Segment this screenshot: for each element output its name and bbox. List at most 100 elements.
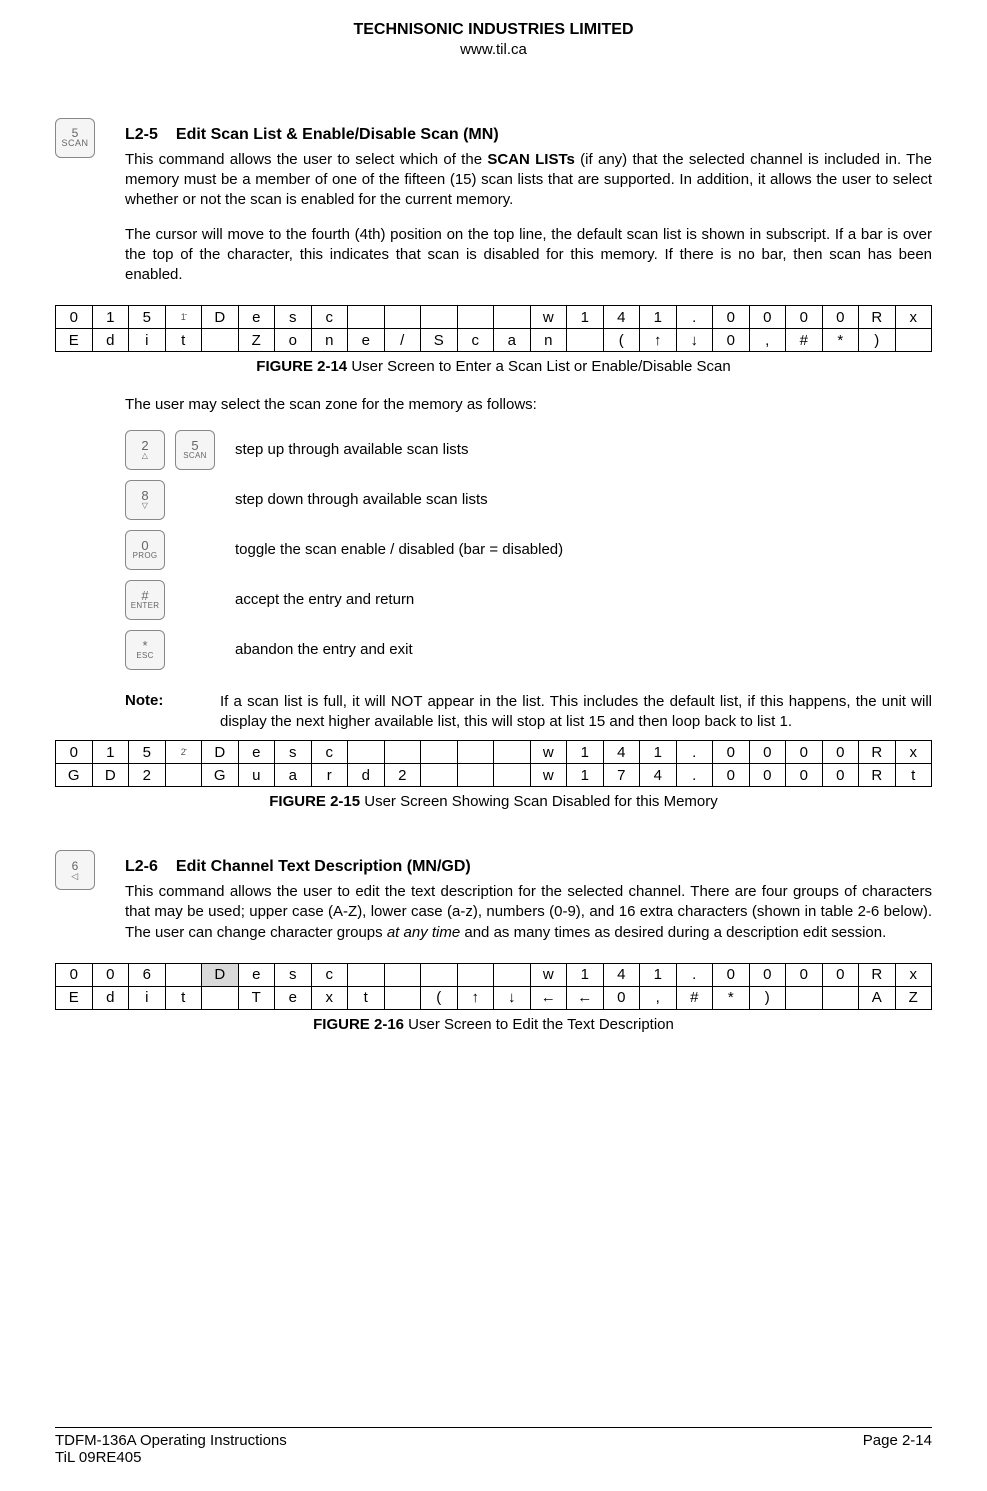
lcd-cell (384, 986, 421, 1009)
lcd-cell: T (238, 986, 275, 1009)
lcd-cell: 1 (640, 741, 677, 764)
lcd-cell (421, 741, 458, 764)
lcd-cell: e (275, 986, 312, 1009)
lcd-cell: 4 (603, 963, 640, 986)
lcd-cell (457, 764, 494, 787)
lcd-cell: D (202, 306, 239, 329)
lcd-cell: # (676, 986, 713, 1009)
page-footer: TDFM-136A Operating Instructions TiL 09R… (55, 1427, 932, 1466)
lcd-cell: R (859, 963, 896, 986)
lcd-cell: 1 (640, 963, 677, 986)
keypad-key-icon: *ESC (125, 630, 165, 670)
lcd-cell: 0 (92, 963, 129, 986)
lcd-cell: w (530, 741, 567, 764)
lcd-screen-fig-2-15: 0152̄Descw141.0000RxGD2Guard2w174.0000Rt (55, 740, 932, 787)
lcd-cell: 0 (713, 329, 750, 352)
section-l2-5-title: L2-5Edit Scan List & Enable/Disable Scan… (125, 126, 932, 144)
lcd-cell: 0 (786, 963, 823, 986)
lcd-cell: t (895, 764, 932, 787)
lcd-cell: E (56, 329, 93, 352)
lcd-cell: e (348, 329, 385, 352)
lcd-cell: Z (895, 986, 932, 1009)
lcd-cell: 4 (603, 741, 640, 764)
lcd-cell: e (238, 306, 275, 329)
lcd-cell: ↑ (640, 329, 677, 352)
lcd-cell: s (275, 963, 312, 986)
key-6-left-icon: 6 ◁ (55, 850, 95, 890)
lcd-cell: 4 (603, 306, 640, 329)
lcd-cell: R (859, 741, 896, 764)
lcd-cell: e (238, 741, 275, 764)
lcd-cell: . (676, 764, 713, 787)
company-url: www.til.ca (55, 41, 932, 58)
lcd-cell: 1 (92, 306, 129, 329)
lcd-cell: E (56, 986, 93, 1009)
lcd-cell: . (676, 306, 713, 329)
lcd-cell (421, 764, 458, 787)
lcd-cell (384, 306, 421, 329)
figure-2-16-caption: FIGURE 2-16 User Screen to Edit the Text… (55, 1016, 932, 1033)
lcd-cell (457, 741, 494, 764)
lcd-cell: R (859, 764, 896, 787)
lcd-cell: G (56, 764, 93, 787)
lcd-cell (202, 986, 239, 1009)
lcd-cell: n (530, 329, 567, 352)
lcd-cell: t (348, 986, 385, 1009)
keypad-key-icon: 8▽ (125, 480, 165, 520)
lcd-cell: c (311, 963, 348, 986)
lcd-screen-fig-2-14: 0151̄Descw141.0000RxEditZone/Scan(↑↓0,#*… (55, 305, 932, 352)
lcd-cell: 1 (567, 963, 604, 986)
lcd-cell: 6 (129, 963, 166, 986)
lcd-cell: w (530, 764, 567, 787)
lcd-cell: 7 (603, 764, 640, 787)
lcd-cell: 4 (640, 764, 677, 787)
lcd-cell: R (859, 306, 896, 329)
lcd-cell: x (311, 986, 348, 1009)
lcd-cell: w (530, 306, 567, 329)
lcd-cell: i (129, 329, 166, 352)
lcd-cell: ↑ (457, 986, 494, 1009)
lcd-cell: , (640, 986, 677, 1009)
lcd-cell: 0 (56, 963, 93, 986)
key-action-desc: toggle the scan enable / disabled (bar =… (235, 541, 563, 558)
lcd-cell: t (165, 329, 202, 352)
lcd-cell (165, 963, 202, 986)
lcd-screen-fig-2-16: 006Descw141.0000RxEditText(↑↓←←0,#*)AZ (55, 963, 932, 1010)
lcd-cell: 1 (92, 741, 129, 764)
lcd-cell (457, 306, 494, 329)
lcd-cell: 1 (567, 764, 604, 787)
lcd-cell: d (92, 329, 129, 352)
lcd-cell (384, 963, 421, 986)
lcd-cell (421, 306, 458, 329)
lcd-cell: s (275, 306, 312, 329)
lcd-cell (421, 963, 458, 986)
lcd-cell (822, 986, 859, 1009)
lcd-cell: . (676, 741, 713, 764)
lcd-cell: ) (749, 986, 786, 1009)
lcd-cell: 1 (567, 741, 604, 764)
lcd-cell (348, 306, 385, 329)
key-action-desc: step up through available scan lists (235, 441, 468, 458)
lcd-cell: , (749, 329, 786, 352)
lcd-cell: 0 (749, 764, 786, 787)
lcd-cell: / (384, 329, 421, 352)
lcd-cell: e (238, 963, 275, 986)
note-block: Note: If a scan list is full, it will NO… (125, 692, 932, 733)
lcd-cell: ↓ (494, 986, 531, 1009)
lcd-cell: 0 (786, 741, 823, 764)
scan-zone-intro: The user may select the scan zone for th… (125, 395, 932, 415)
keypad-key-icon: #ENTER (125, 580, 165, 620)
lcd-cell: c (311, 306, 348, 329)
lcd-cell: x (895, 741, 932, 764)
lcd-cell: ) (859, 329, 896, 352)
lcd-cell: * (822, 329, 859, 352)
lcd-cell: ↓ (676, 329, 713, 352)
lcd-cell: i (129, 986, 166, 1009)
lcd-cell: 2̄ (165, 741, 202, 764)
lcd-cell: x (895, 306, 932, 329)
lcd-cell (202, 329, 239, 352)
lcd-cell: ← (530, 986, 567, 1009)
lcd-cell: 0 (749, 306, 786, 329)
lcd-cell: 0 (603, 986, 640, 1009)
lcd-cell: 5 (129, 306, 166, 329)
